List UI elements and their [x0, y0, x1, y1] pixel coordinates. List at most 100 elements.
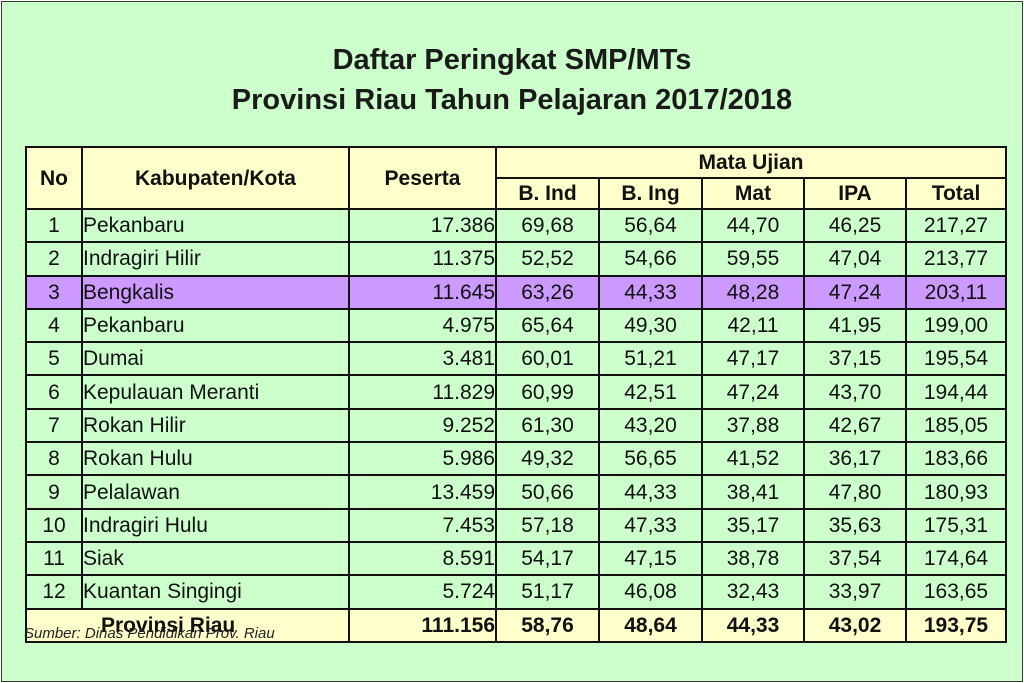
cell-kabupaten: Pelalawan: [81, 474, 350, 510]
cell-mat: 44,70: [701, 207, 805, 244]
header-no: No: [25, 146, 83, 210]
cell-b-ind: 61,30: [495, 407, 600, 444]
cell-peserta: 11.645: [348, 274, 497, 310]
summary-b-ing: 48,64: [598, 607, 703, 643]
cell-peserta: 5.986: [348, 441, 497, 477]
cell-b-ing: 56,64: [598, 207, 703, 244]
source-note: Sumber: Dinas Pendidikan Prov. Riau: [24, 625, 275, 642]
cell-b-ing: 54,66: [598, 241, 703, 277]
cell-no: 7: [25, 407, 83, 444]
cell-peserta: 13.459: [348, 474, 497, 510]
title-line-2: Provinsi Riau Tahun Pelajaran 2017/2018: [231, 84, 793, 116]
cell-b-ing: 47,33: [598, 507, 703, 543]
cell-peserta: 9.252: [348, 407, 497, 444]
cell-total: 217,27: [905, 207, 1007, 244]
cell-b-ind: 63,26: [495, 274, 600, 310]
cell-kabupaten: Kepulauan Meranti: [81, 374, 350, 410]
cell-mat: 47,24: [701, 374, 805, 410]
cell-no: 11: [25, 540, 83, 577]
cell-b-ind: 69,68: [495, 207, 600, 244]
cell-ipa: 47,04: [803, 241, 907, 277]
cell-no: 12: [25, 574, 83, 610]
table-row: 4 Pekanbaru 4.975 65,64 49,30 42,11 41,95 199,0…: [25, 307, 1007, 344]
cell-mat: 59,55: [701, 241, 805, 277]
cell-peserta: 3.481: [348, 341, 497, 377]
cell-kabupaten: Pekanbaru: [81, 207, 350, 244]
table-body: 1 Pekanbaru 17.386 69,68 56,64 44,70 46,25 217,…: [25, 207, 1007, 610]
cell-ipa: 42,67: [803, 407, 907, 444]
cell-ipa: 41,95: [803, 307, 907, 344]
cell-b-ind: 57,18: [495, 507, 600, 543]
cell-kabupaten: Rokan Hulu: [81, 441, 350, 477]
cell-total: 175,31: [905, 507, 1007, 543]
cell-no: 9: [25, 474, 83, 510]
cell-b-ind: 50,66: [495, 474, 600, 510]
table-row: 5 Dumai 3.481 60,01 51,21 47,17 37,15 195,54: [25, 341, 1007, 377]
cell-total: 185,05: [905, 407, 1007, 444]
cell-no: 6: [25, 374, 83, 410]
cell-b-ing: 44,33: [598, 474, 703, 510]
cell-no: 5: [25, 341, 83, 377]
title-line-1: Daftar Peringkat SMP/MTs: [332, 44, 692, 76]
cell-total: 213,77: [905, 241, 1007, 277]
cell-mat: 32,43: [701, 574, 805, 610]
cell-peserta: 17.386: [348, 207, 497, 244]
summary-peserta: 111.156: [348, 607, 497, 643]
cell-no: 8: [25, 441, 83, 477]
table-row: 9 Pelalawan 13.459 50,66 44,33 38,41 47,80 180,…: [25, 474, 1007, 510]
cell-ipa: 35,63: [803, 507, 907, 543]
cell-mat: 35,17: [701, 507, 805, 543]
cell-kabupaten: Indragiri Hilir: [81, 241, 350, 277]
cell-b-ing: 46,08: [598, 574, 703, 610]
cell-mat: 47,17: [701, 341, 805, 377]
header-b-ing: B. Ing: [598, 177, 703, 210]
ranking-table: No Kabupaten/Kota Peserta Mata Ujian B. …: [25, 146, 1007, 643]
cell-kabupaten: Dumai: [81, 341, 350, 377]
cell-b-ind: 51,17: [495, 574, 600, 610]
header-b-ind: B. Ind: [495, 177, 600, 210]
cell-b-ing: 44,33: [598, 274, 703, 310]
cell-no: 2: [25, 241, 83, 277]
table-row: 11 Siak 8.591 54,17 47,15 38,78 37,54 174,64: [25, 540, 1007, 577]
cell-ipa: 47,80: [803, 474, 907, 510]
cell-total: 183,66: [905, 441, 1007, 477]
summary-row: Provinsi Riau 111.156 58,76 48,64 44,33 …: [25, 607, 1007, 643]
cell-ipa: 37,15: [803, 341, 907, 377]
cell-b-ind: 65,64: [495, 307, 600, 344]
cell-total: 174,64: [905, 540, 1007, 577]
table-row: 10 Indragiri Hulu 7.453 57,18 47,33 35,17 35,6…: [25, 507, 1007, 543]
cell-mat: 42,11: [701, 307, 805, 344]
cell-kabupaten: Siak: [81, 540, 350, 577]
table-row: 8 Rokan Hulu 5.986 49,32 56,65 41,52 36,17 183,…: [25, 441, 1007, 477]
cell-kabupaten: Pekanbaru: [81, 307, 350, 344]
cell-no: 4: [25, 307, 83, 344]
table-row: 1 Pekanbaru 17.386 69,68 56,64 44,70 46,25 217,…: [25, 207, 1007, 244]
cell-b-ing: 47,15: [598, 540, 703, 577]
cell-b-ing: 43,20: [598, 407, 703, 444]
cell-total: 199,00: [905, 307, 1007, 344]
cell-total: 195,54: [905, 341, 1007, 377]
cell-mat: 38,78: [701, 540, 805, 577]
cell-ipa: 36,17: [803, 441, 907, 477]
table-row: 2 Indragiri Hilir 11.375 52,52 54,66 59,55 47,…: [25, 241, 1007, 277]
cell-peserta: 4.975: [348, 307, 497, 344]
header-ipa: IPA: [803, 177, 907, 210]
cell-total: 203,11: [905, 274, 1007, 310]
cell-ipa: 43,70: [803, 374, 907, 410]
cell-b-ing: 56,65: [598, 441, 703, 477]
cell-kabupaten: Indragiri Hulu: [81, 507, 350, 543]
cell-b-ing: 49,30: [598, 307, 703, 344]
cell-b-ing: 51,21: [598, 341, 703, 377]
cell-peserta: 11.375: [348, 241, 497, 277]
header-mat: Mat: [701, 177, 805, 210]
cell-ipa: 33,97: [803, 574, 907, 610]
cell-kabupaten: Kuantan Singingi: [81, 574, 350, 610]
summary-ipa: 43,02: [803, 607, 907, 643]
table-row: 12 Kuantan Singingi 5.724 51,17 46,08 32,43 33…: [25, 574, 1007, 610]
cell-no: 3: [25, 274, 83, 310]
cell-total: 180,93: [905, 474, 1007, 510]
cell-b-ind: 52,52: [495, 241, 600, 277]
cell-b-ind: 54,17: [495, 540, 600, 577]
summary-name: Provinsi Riau: [25, 607, 350, 643]
cell-ipa: 47,24: [803, 274, 907, 310]
